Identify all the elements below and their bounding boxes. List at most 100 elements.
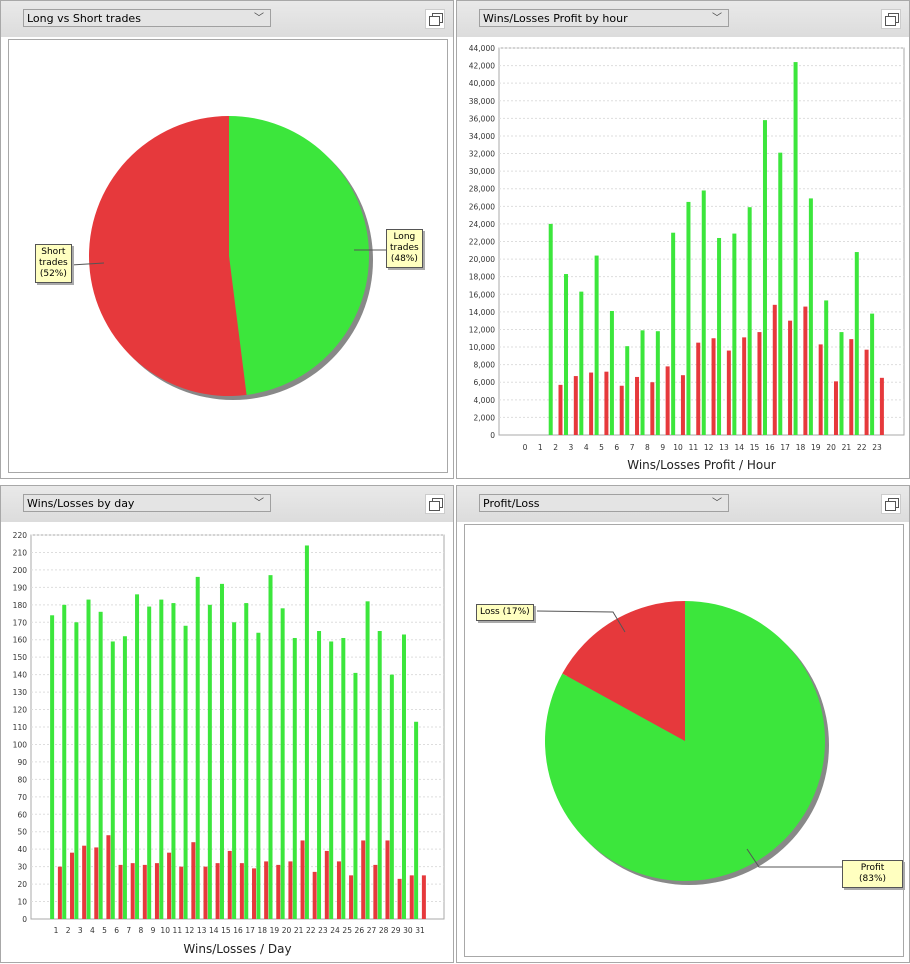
- y-tick-label: 100: [13, 740, 28, 749]
- y-tick-label: 38,000: [469, 97, 495, 106]
- bar-win: [747, 207, 752, 435]
- chart-type-dropdown[interactable]: Wins/Losses Profit by hour ﹀: [479, 9, 729, 27]
- x-tick-label: 13: [719, 443, 729, 452]
- x-tick-label: 10: [160, 926, 170, 935]
- bar-win: [256, 632, 261, 919]
- y-tick-label: 120: [13, 706, 28, 715]
- x-tick-label: 0: [523, 443, 528, 452]
- bar-loss: [711, 338, 716, 435]
- bar-win: [625, 346, 630, 435]
- label-loss: Loss (17%): [476, 604, 534, 621]
- bar-loss: [300, 840, 305, 919]
- x-tick-label: 20: [826, 443, 836, 452]
- bar-loss: [349, 875, 354, 919]
- bar-loss: [696, 342, 701, 435]
- x-tick-label: 8: [139, 926, 144, 935]
- bar-win: [147, 606, 152, 919]
- x-tick-label: 17: [245, 926, 255, 935]
- x-tick-label: 30: [403, 926, 413, 935]
- bar-loss: [589, 372, 594, 435]
- x-tick-label: 13: [197, 926, 207, 935]
- chart-type-dropdown[interactable]: Wins/Losses by day ﹀: [23, 494, 271, 512]
- label-profit: Profit (83%): [842, 860, 903, 888]
- bar-loss: [742, 337, 747, 435]
- bar-win: [280, 608, 285, 919]
- bar-win: [854, 252, 859, 435]
- bar-loss: [864, 349, 869, 435]
- bar-win: [377, 631, 382, 919]
- bar-loss: [57, 866, 62, 919]
- bar-win: [62, 604, 67, 919]
- bar-win: [341, 637, 346, 919]
- pie-slice-short: [89, 116, 247, 396]
- popout-window-icon[interactable]: [425, 9, 445, 29]
- chart-type-dropdown[interactable]: Profit/Loss ﹀: [479, 494, 729, 512]
- bar-loss: [833, 381, 838, 435]
- bar-win: [244, 603, 249, 919]
- y-tick-label: 80: [17, 775, 27, 784]
- bar-loss: [239, 863, 244, 919]
- y-tick-label: 140: [13, 671, 28, 680]
- bar-win: [353, 672, 358, 919]
- x-tick-label: 21: [842, 443, 852, 452]
- bar-win: [110, 641, 115, 919]
- bar-win: [401, 634, 406, 919]
- bar-loss: [680, 375, 685, 435]
- bar-loss: [803, 306, 808, 435]
- bar-win: [365, 601, 370, 919]
- y-tick-label: 30,000: [469, 167, 495, 176]
- y-tick-label: 20,000: [469, 255, 495, 264]
- chart-area: Loss (17%) Profit (83%): [464, 524, 904, 957]
- bar-win: [579, 291, 584, 435]
- y-tick-label: 30: [17, 863, 27, 872]
- x-tick-label: 2: [66, 926, 71, 935]
- x-tick-label: 26: [355, 926, 365, 935]
- x-tick-label: 1: [538, 443, 543, 452]
- bar-loss: [179, 866, 184, 919]
- x-tick-label: 17: [780, 443, 790, 452]
- bar-loss: [788, 320, 793, 435]
- x-tick-label: 28: [379, 926, 389, 935]
- x-tick-label: 15: [750, 443, 760, 452]
- bar-loss: [324, 850, 329, 919]
- chart-type-dropdown[interactable]: Long vs Short trades ﹀: [23, 9, 271, 27]
- bar-win: [207, 604, 212, 919]
- bar-loss: [818, 344, 823, 435]
- x-tick-label: 10: [673, 443, 683, 452]
- bar-loss: [421, 875, 426, 919]
- bar-loss: [215, 863, 220, 919]
- bar-win: [135, 594, 140, 919]
- popout-window-icon[interactable]: [425, 494, 445, 514]
- bar-win: [671, 232, 676, 435]
- pie-slice-loss: [562, 601, 685, 741]
- y-tick-label: 90: [17, 758, 27, 767]
- x-tick-label: 19: [811, 443, 821, 452]
- bar-win: [655, 331, 660, 435]
- bar-win: [86, 599, 91, 919]
- bar-win: [304, 545, 309, 919]
- bar-win: [74, 622, 79, 919]
- y-tick-label: 16,000: [469, 290, 495, 299]
- x-tick-label: 16: [233, 926, 243, 935]
- leader-line-loss: [536, 610, 626, 633]
- chevron-down-icon: ﹀: [712, 13, 722, 24]
- x-tick-label: 12: [185, 926, 195, 935]
- x-tick-label: 20: [282, 926, 292, 935]
- pie-chart-long-short: [70, 116, 386, 400]
- bar-chart-hour: 0 2,000 4,000 6,000 8,000 10,000 12,000 14,000 1…: [469, 44, 905, 472]
- bar-loss: [757, 332, 762, 435]
- bar-win: [594, 255, 599, 435]
- bar-loss: [312, 871, 317, 919]
- bar-win: [808, 198, 813, 435]
- popout-window-icon[interactable]: [881, 494, 901, 514]
- label-long-trades: Long trades (48%): [386, 229, 423, 268]
- popout-window-icon[interactable]: [881, 9, 901, 29]
- bar-win: [548, 223, 553, 435]
- x-tick-label: 31: [415, 926, 425, 935]
- bar-win: [292, 637, 297, 919]
- chevron-down-icon: ﹀: [712, 498, 722, 509]
- x-tick-label: 4: [584, 443, 589, 452]
- bar-loss: [94, 847, 99, 919]
- bar-win: [762, 120, 767, 435]
- bar-loss: [558, 384, 563, 435]
